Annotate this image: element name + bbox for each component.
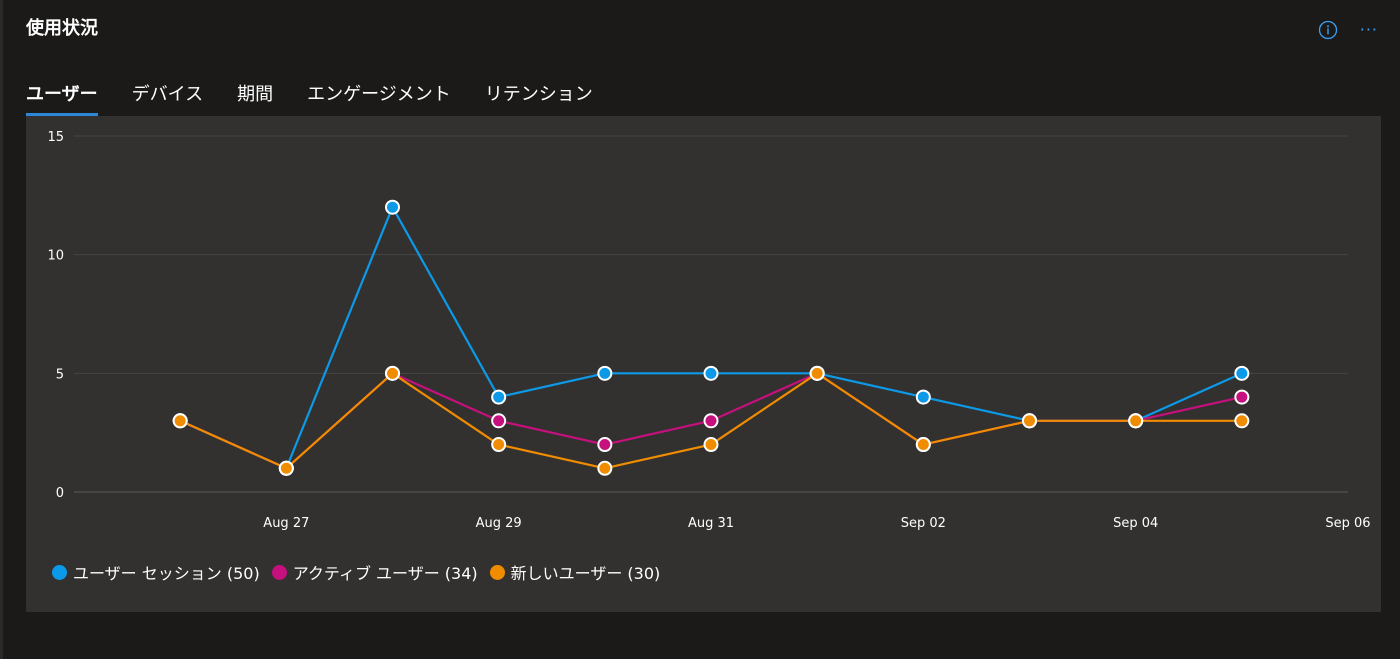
x-tick-label: Sep 06: [1325, 516, 1370, 531]
more-icon[interactable]: ···: [1359, 20, 1378, 39]
tab-retention[interactable]: リテンション: [484, 84, 593, 105]
legend-dot-new-users: [489, 564, 505, 580]
series-line-sessions: [179, 206, 1243, 470]
y-tick-label: 0: [56, 486, 64, 501]
legend-item-active-users[interactable]: アクティブ ユーザー (34): [271, 560, 478, 584]
tab-users[interactable]: ユーザー: [26, 80, 98, 116]
info-icon[interactable]: [1318, 20, 1338, 40]
tab-engagement[interactable]: エンゲージメント: [307, 84, 451, 105]
left-edge-border: [0, 0, 3, 659]
data-point-new: [1022, 413, 1037, 429]
legend-dot-sessions: [52, 564, 67, 580]
y-tick-label: 5: [56, 367, 64, 382]
data-point-new: [915, 437, 931, 453]
y-tick-label: 10: [47, 249, 64, 264]
data-point-new: [172, 413, 188, 429]
legend-label-sessions: ユーザー セッション (50): [73, 564, 260, 583]
data-point-active: [1234, 389, 1250, 405]
y-tick-label: 15: [47, 130, 64, 145]
page-title: 使用状況: [26, 18, 98, 39]
data-point-active: [703, 413, 719, 429]
legend-dot-active-users: [271, 564, 287, 580]
data-point-new: [491, 437, 507, 453]
data-point-sessions: [597, 365, 613, 381]
data-point-new: [703, 437, 719, 453]
data-point-sessions: [491, 389, 507, 405]
legend-item-new-users[interactable]: 新しいユーザー (30): [489, 560, 661, 584]
usage-line-chart: 0 5 10 15 Aug 27 Aug 29 Aug 31 Sep 02 Sep 04 Sep …: [47, 130, 1370, 531]
data-point-active: [491, 413, 507, 429]
data-point-sessions: [385, 199, 400, 215]
chart-legend: ユーザー セッション (50) アクティブ ユーザー (34) 新しいユーザー …: [52, 560, 672, 584]
tab-period[interactable]: 期間: [237, 84, 274, 105]
data-point-new: [597, 460, 613, 476]
x-tick-label: Sep 04: [1113, 516, 1158, 531]
legend-item-sessions[interactable]: ユーザー セッション (50): [52, 560, 260, 584]
data-point-new: [1128, 413, 1144, 429]
tab-devices[interactable]: デバイス: [131, 84, 204, 105]
data-point-active: [597, 437, 613, 453]
x-tick-label: Aug 29: [476, 516, 522, 531]
x-tick-label: Aug 27: [263, 516, 309, 531]
x-tick-label: Aug 31: [688, 516, 734, 531]
data-point-sessions: [703, 365, 719, 381]
tab-bar: ユーザー デバイス 期間 エンゲージメント リテンション: [26, 80, 627, 116]
data-point-new: [1234, 413, 1250, 429]
chart-panel: 0 5 10 15 Aug 27 Aug 29 Aug 31 Sep 02 Sep 04 Sep …: [26, 116, 1381, 612]
x-tick-label: Sep 02: [901, 516, 946, 531]
legend-label-active-users: アクティブ ユーザー (34): [292, 564, 478, 583]
data-point-new: [385, 365, 400, 381]
data-point-sessions: [915, 389, 931, 405]
data-point-new: [809, 365, 825, 381]
data-point-new: [278, 460, 294, 476]
header-actions: ···: [1318, 20, 1378, 40]
data-point-sessions: [1234, 365, 1250, 381]
legend-label-new-users: 新しいユーザー (30): [510, 564, 661, 583]
